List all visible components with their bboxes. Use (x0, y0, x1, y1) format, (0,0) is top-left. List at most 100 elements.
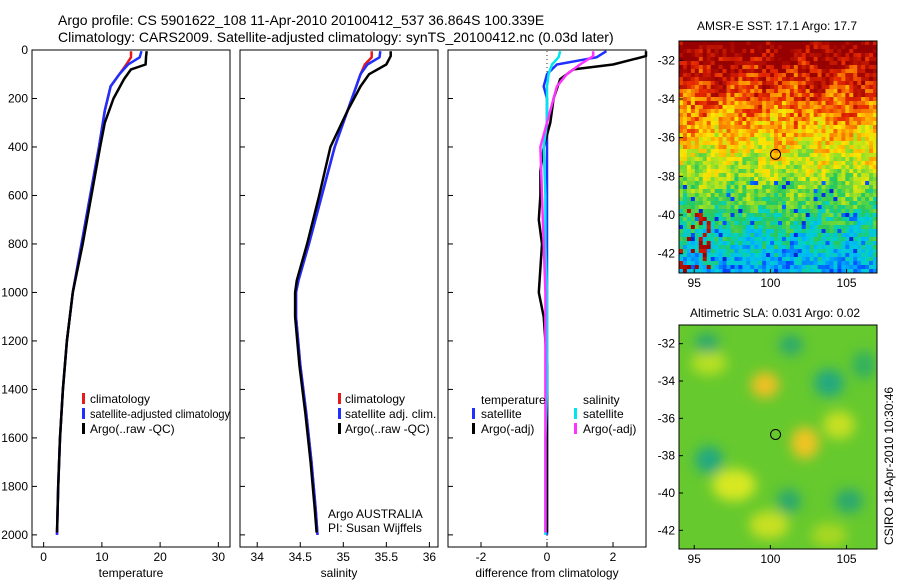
sst-heatmap-cell (762, 169, 767, 174)
sst-heatmap-cell (774, 169, 779, 174)
sst-heatmap-cell (679, 157, 684, 162)
sst-heatmap-cell (758, 149, 763, 154)
sst-heatmap-cell (805, 113, 810, 118)
sst-heatmap-cell (734, 85, 739, 90)
sst-heatmap-cell (738, 229, 743, 234)
sst-heatmap-cell (694, 97, 700, 102)
sst-heatmap-cell (738, 169, 743, 174)
sst-heatmap-cell (805, 73, 810, 78)
sst-heatmap-cell (833, 89, 838, 94)
sst-heatmap-cell (750, 173, 755, 178)
sst-heatmap-cell (758, 241, 763, 246)
sst-heatmap-cell (726, 169, 731, 174)
sst-heatmap-cell (833, 169, 838, 174)
sst-heatmap-cell (857, 125, 862, 130)
sst-heatmap-cell (869, 165, 874, 170)
x-tick-label: 2 (610, 550, 617, 564)
sst-heatmap-cell (774, 69, 779, 74)
sst-heatmap-cell (837, 205, 842, 210)
sst-heatmap-cell (679, 109, 684, 114)
sst-heatmap-cell (706, 241, 711, 246)
sst-heatmap-cell (754, 117, 759, 122)
sst-heatmap-cell (762, 53, 767, 58)
sst-heatmap-cell (730, 253, 735, 258)
sst-heatmap-cell (750, 89, 755, 94)
sst-heatmap-cell (857, 229, 862, 234)
sst-heatmap-cell (809, 73, 814, 78)
sst-heatmap-cell (861, 169, 866, 174)
sst-heatmap-cell (698, 153, 704, 158)
sst-heatmap-cell (679, 125, 684, 130)
sst-heatmap-cell (813, 229, 818, 234)
sst-heatmap-cell (726, 173, 731, 178)
sst-heatmap-cell (821, 109, 826, 114)
sst-heatmap-cell (754, 237, 759, 242)
sst-heatmap-cell (766, 185, 771, 190)
sst-heatmap-cell (805, 133, 810, 138)
sst-heatmap-cell (789, 145, 795, 150)
sst-heatmap-cell (817, 109, 822, 114)
sst-heatmap-cell (817, 265, 822, 270)
sst-heatmap-cell (861, 153, 866, 158)
sst-heatmap-cell (710, 145, 715, 150)
sst-heatmap-cell (805, 85, 810, 90)
sst-heatmap-cell (817, 249, 822, 254)
sst-heatmap-cell (742, 217, 747, 222)
sst-heatmap-cell (817, 165, 822, 170)
sst-heatmap-cell (770, 257, 775, 262)
sst-heatmap-cell (679, 229, 684, 234)
sst-heatmap-cell (809, 265, 814, 270)
sst-heatmap-cell (714, 93, 719, 98)
sst-heatmap-cell (785, 233, 791, 238)
sst-heatmap-cell (686, 61, 692, 66)
sst-heatmap-cell (682, 249, 688, 254)
sst-heatmap-cell (766, 189, 771, 194)
sst-heatmap-cell (750, 57, 755, 62)
sst-heatmap-cell (853, 97, 858, 102)
sst-heatmap-cell (722, 197, 727, 202)
sst-heatmap-cell (726, 57, 731, 62)
sst-heatmap-cell (857, 197, 862, 202)
sst-heatmap-cell (778, 89, 783, 94)
sst-heatmap-cell (849, 101, 854, 106)
sst-heatmap-cell (865, 265, 870, 270)
sst-heatmap-cell (718, 269, 723, 273)
map-y-tick-label: -38 (658, 449, 676, 463)
sst-heatmap-cell (754, 145, 759, 150)
sst-heatmap-cell (682, 229, 688, 234)
sst-heatmap-cell (710, 153, 715, 158)
sst-heatmap-cell (817, 269, 822, 273)
sst-heatmap-cell (797, 65, 803, 70)
sst-heatmap-cell (730, 45, 735, 50)
sst-heatmap-cell (726, 193, 731, 198)
sst-heatmap-cell (718, 77, 723, 82)
sst-heatmap-cell (781, 157, 787, 162)
sst-heatmap-cell (781, 249, 787, 254)
sst-heatmap-cell (730, 149, 735, 154)
sst-heatmap-cell (686, 45, 692, 50)
sst-heatmap-cell (734, 161, 739, 166)
sst-heatmap-cell (837, 137, 842, 142)
sst-heatmap-cell (734, 57, 739, 62)
sst-heatmap-cell (754, 41, 759, 46)
sst-heatmap-cell (766, 149, 771, 154)
sst-heatmap-cell (758, 233, 763, 238)
sst-heatmap-cell (679, 233, 684, 238)
sst-heatmap-cell (770, 241, 775, 246)
sst-heatmap-cell (785, 237, 791, 242)
sst-heatmap-cell (789, 73, 795, 78)
sst-heatmap-cell (821, 69, 826, 74)
sla-argo-location-marker (770, 428, 782, 440)
sst-heatmap-cell (789, 213, 795, 218)
sst-heatmap-cell (774, 145, 779, 150)
sst-heatmap-cell (762, 257, 767, 262)
sst-heatmap-cell (869, 53, 874, 58)
sst-heatmap-cell (682, 57, 688, 62)
sst-heatmap-cell (726, 229, 731, 234)
sst-heatmap-cell (718, 61, 723, 66)
sst-heatmap-cell (861, 189, 866, 194)
sst-heatmap-cell (738, 197, 743, 202)
sst-heatmap-cell (750, 149, 755, 154)
sst-heatmap-cell (833, 177, 838, 182)
sst-heatmap-cell (833, 117, 838, 122)
